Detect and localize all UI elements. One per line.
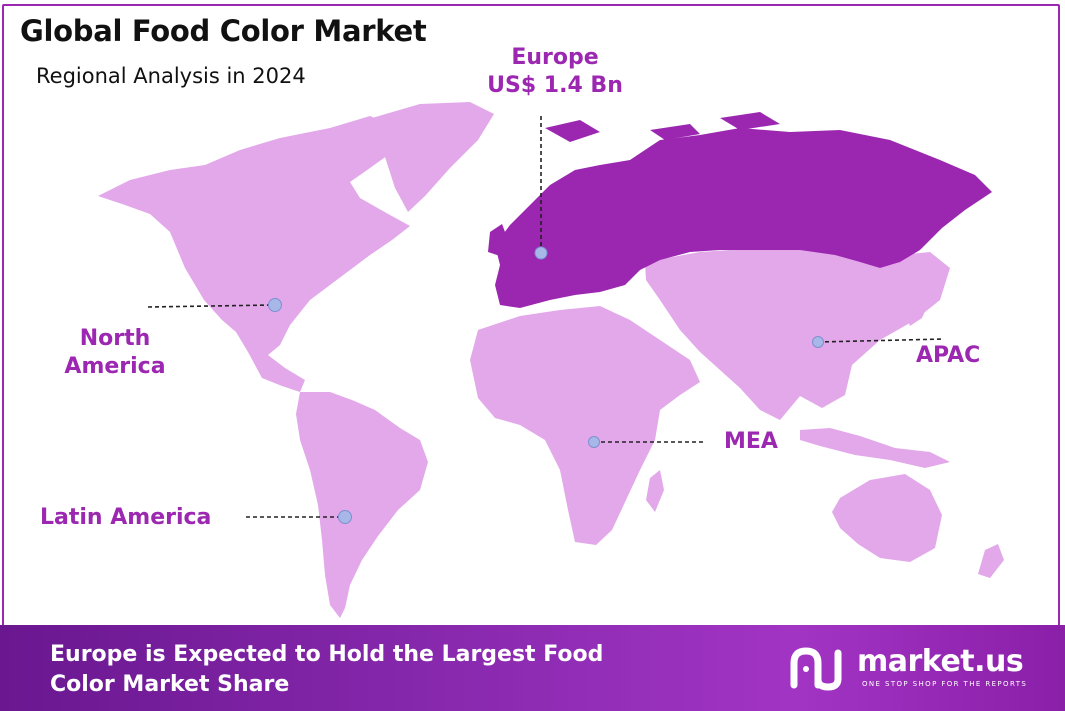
label-north-america-line1: North bbox=[79, 326, 151, 351]
map-region-arctic-islands bbox=[545, 112, 780, 142]
label-north-america: North America bbox=[50, 325, 180, 381]
marker-latin-america bbox=[338, 510, 352, 524]
marker-apac bbox=[812, 336, 824, 348]
label-europe-name: Europe bbox=[511, 45, 599, 70]
footer-banner bbox=[0, 625, 1065, 711]
label-latin-america: Latin America bbox=[40, 505, 212, 530]
page-subtitle: Regional Analysis in 2024 bbox=[36, 64, 306, 88]
map-region-apac bbox=[645, 240, 950, 420]
label-europe-value: US$ 1.4 Bn bbox=[487, 73, 623, 98]
map-region-new-zealand bbox=[978, 544, 1004, 578]
leader-line-apac bbox=[817, 338, 945, 343]
footer-headline: Europe is Expected to Hold the Largest F… bbox=[50, 640, 670, 700]
map-region-uk bbox=[488, 224, 508, 256]
brand-tagline: ONE STOP SHOP FOR THE REPORTS bbox=[862, 680, 1028, 688]
page-title: Global Food Color Market bbox=[20, 14, 427, 48]
map-region-mea bbox=[470, 306, 700, 545]
footer-headline-line1: Europe is Expected to Hold the Largest F… bbox=[50, 642, 604, 667]
map-region-greenland bbox=[372, 102, 494, 212]
label-europe: Europe US$ 1.4 Bn bbox=[470, 44, 640, 100]
map-region-latin-america bbox=[296, 392, 428, 618]
map-region-indonesia bbox=[800, 428, 950, 468]
marker-north-america bbox=[268, 298, 282, 312]
marker-mea bbox=[588, 436, 600, 448]
label-north-america-line2: America bbox=[64, 354, 166, 379]
market-us-logo-icon bbox=[790, 647, 842, 691]
map-region-europe bbox=[495, 128, 992, 308]
brand-name: market.us bbox=[857, 644, 1024, 679]
map-region-north-america bbox=[98, 116, 410, 392]
label-apac: APAC bbox=[916, 343, 981, 368]
label-mea: MEA bbox=[724, 429, 778, 454]
marker-europe bbox=[534, 246, 548, 260]
map-region-japan bbox=[904, 282, 930, 326]
map-region-australia bbox=[832, 474, 942, 562]
map-region-madagascar bbox=[646, 470, 664, 512]
footer-headline-line2: Color Market Share bbox=[50, 672, 290, 697]
leader-line-north-america bbox=[147, 304, 275, 308]
